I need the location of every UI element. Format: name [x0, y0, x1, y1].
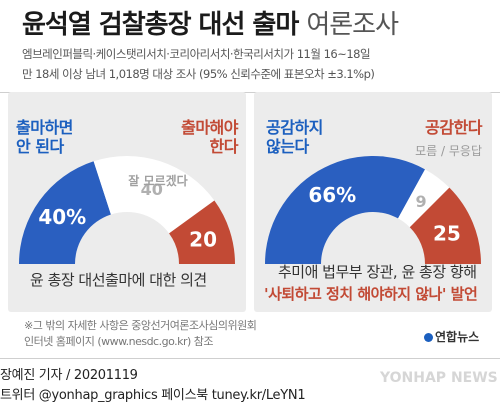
right-chart-caption-line1: 추미애 법무부 장관, 윤 총장 향해	[278, 263, 477, 281]
left-label-support-line1: 출마해야	[181, 118, 238, 137]
footnote-line-2: 인터넷 홈페이지 (www.nesdc.go.kr) 참조	[24, 335, 214, 348]
bottom-divider	[0, 358, 500, 359]
right-label-disagree: 공감하지 않는다	[266, 118, 323, 156]
title-sub-text: 여론조사	[306, 10, 399, 40]
yonhap-logo: 연합뉴스	[424, 328, 479, 345]
left-label-support: 출마해야 한다	[176, 118, 238, 156]
right-chart-caption-line2: '사퇴하고 정치 해야하지 않나' 발언	[264, 285, 478, 303]
left-label-oppose-line2: 안 된다	[16, 137, 64, 156]
left-donut-chart: 40% 40 20 잘 모르겠다	[19, 156, 235, 264]
right-label-disagree-line2: 않는다	[266, 137, 309, 156]
footer-credit: 장예진 기자 / 20201119	[0, 368, 138, 383]
right-donut-chart: 66% 9 25	[265, 155, 481, 264]
top-divider	[0, 92, 500, 93]
left-label-oppose: 출마하면 안 된다	[16, 118, 73, 156]
chart-left-slice-0	[19, 161, 111, 264]
chart-left-slice-2	[169, 200, 235, 264]
chart-left-value-label-2: 20	[189, 227, 217, 251]
yonhap-logo-text: 연합뉴스	[435, 330, 480, 344]
right-label-unknown: 모름 / 무응답	[415, 144, 482, 158]
survey-line-1: 엠브레인퍼블릭·케이스탯리서치·코리아리서치·한국리서치가 11월 16~18일	[22, 47, 371, 61]
right-label-agree-line1: 공감한다	[425, 118, 482, 137]
title-main-text: 윤석열 검찰총장 대선 출마	[22, 10, 299, 40]
chart-right-slice-0	[265, 155, 426, 264]
chart-left-slice-1	[93, 156, 215, 234]
yonhap-logo-icon	[424, 333, 433, 342]
left-label-oppose-line1: 출마하면	[16, 118, 73, 137]
chart-right-value-label-1: 9	[415, 192, 426, 211]
footnote-line-1: ※그 밖의 자세한 사항은 중앙선거여론조사심의위원회	[24, 319, 257, 332]
survey-info: 엠브레인퍼블릭·케이스탯리서치·코리아리서치·한국리서치가 11월 16~18일…	[22, 44, 375, 84]
right-label-disagree-line1: 공감하지	[266, 118, 323, 137]
left-label-unknown: 잘 모르겠다	[128, 173, 187, 188]
footer-social: 트위터 @yonhap_graphics 페이스북 tuney.kr/LeYN1	[0, 388, 306, 403]
page-title: 윤석열 검찰총장 대선 출마 여론조사	[22, 4, 399, 41]
survey-line-2: 만 18세 이상 남녀 1,018명 대상 조사 (95% 신뢰수준에 표본오차…	[22, 67, 375, 81]
right-label-agree: 공감한다	[412, 118, 482, 137]
left-chart-caption: 윤 총장 대선출마에 대한 의견	[30, 271, 207, 289]
chart-right-value-label-0: 66%	[308, 183, 356, 207]
chart-right-slice-2	[409, 187, 481, 264]
chart-left-value-label-1: 40	[141, 180, 163, 199]
chart-left-value-label-0: 40%	[38, 205, 86, 229]
watermark: YONHAP NEWS	[380, 370, 498, 386]
chart-right-value-label-2: 25	[433, 221, 461, 245]
footnote: ※그 밖의 자세한 사항은 중앙선거여론조사심의위원회 인터넷 홈페이지 (ww…	[24, 318, 257, 350]
left-label-support-line2: 한다	[209, 137, 239, 156]
chart-right-slice-1	[398, 169, 450, 228]
